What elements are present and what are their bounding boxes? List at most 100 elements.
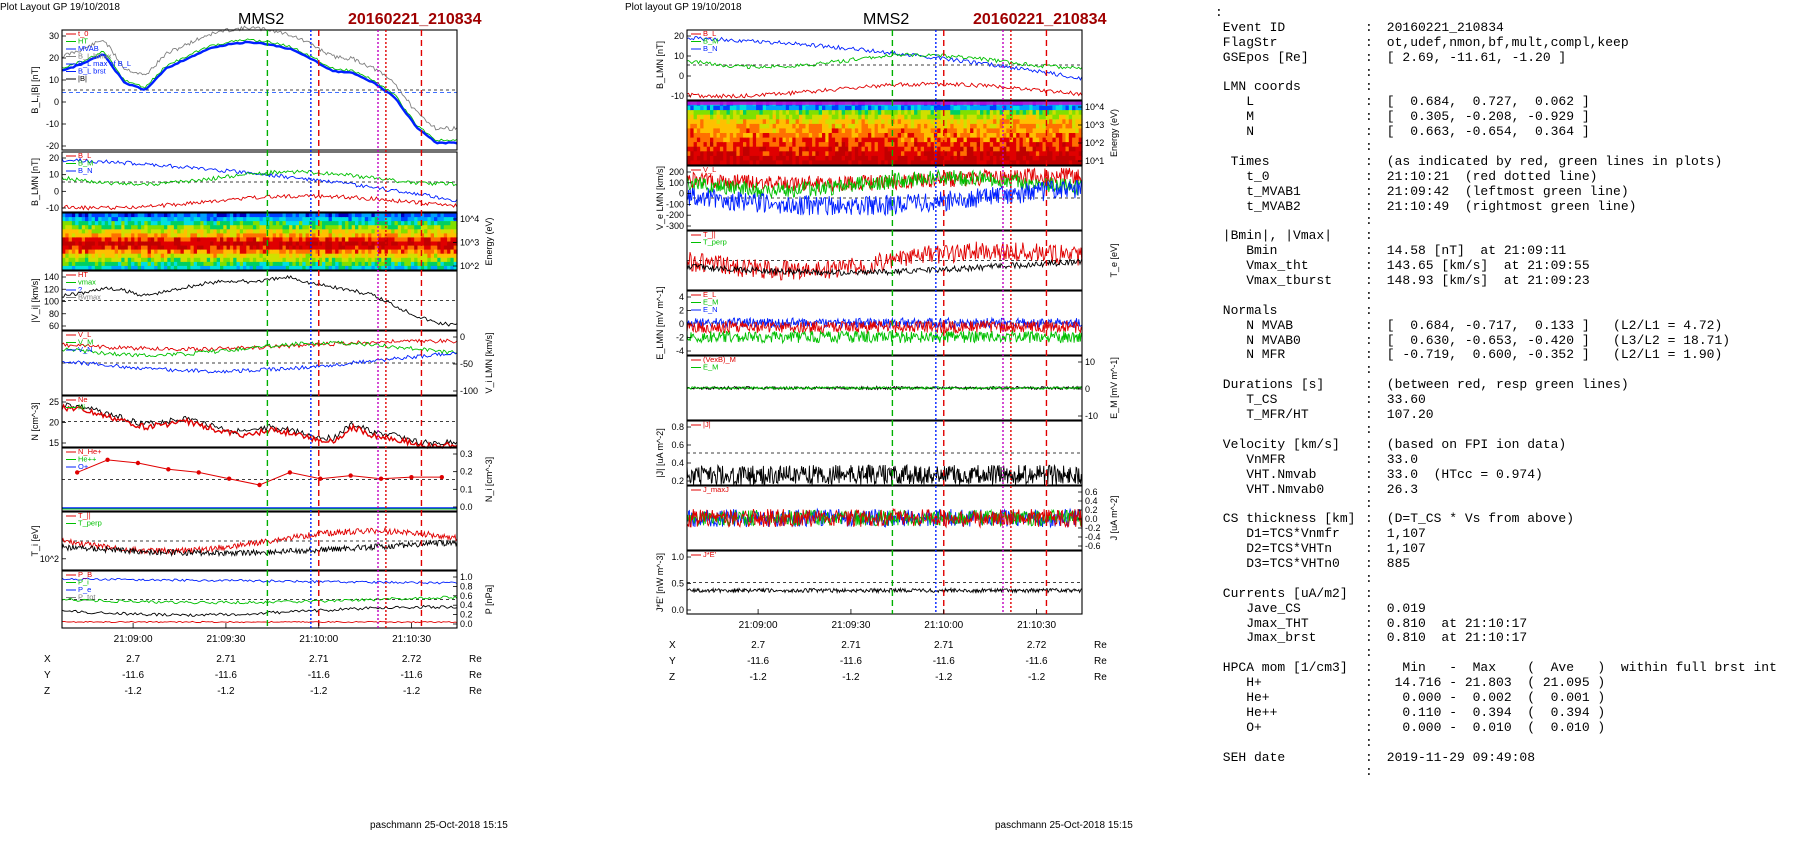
spectrogram-cell	[410, 225, 415, 230]
spectrogram-cell	[690, 123, 695, 130]
spectrogram-cell	[305, 241, 310, 247]
spectrogram-cell	[808, 160, 813, 166]
spectrogram-cell	[924, 128, 928, 134]
spectrogram-cell	[127, 213, 132, 218]
spectrogram-cell	[775, 133, 780, 139]
spectrogram-cell	[173, 253, 178, 259]
info-value: (between red, resp green lines)	[1379, 377, 1629, 393]
spectrogram-cell	[696, 137, 701, 143]
spectrogram-cell	[229, 237, 234, 243]
spectrogram-cell	[930, 151, 935, 157]
spectrogram-cell	[1032, 160, 1037, 166]
spectrogram-cell	[427, 241, 432, 247]
spectrogram-cell	[266, 217, 270, 222]
spectrogram-cell	[851, 160, 856, 166]
spectrogram-cell	[75, 261, 80, 267]
spectrogram-cell	[775, 128, 780, 134]
spectrogram-cell	[914, 128, 918, 134]
legend-label: E_M	[703, 363, 718, 372]
spectrogram-cell	[453, 213, 458, 218]
spectrogram-cell	[1012, 160, 1017, 166]
spectrogram-cell	[71, 245, 76, 251]
spectrogram-cell	[220, 213, 224, 218]
spectrogram-cell	[65, 245, 70, 251]
spectrogram-cell	[828, 151, 833, 157]
spectrogram-cell	[825, 105, 830, 111]
spectrogram-cell	[160, 261, 165, 267]
spectrogram-cell	[1029, 133, 1034, 139]
spectrogram-cell	[973, 155, 978, 162]
spectrogram-cell	[443, 249, 448, 255]
spectrogram-cell	[108, 249, 112, 255]
spectrogram-cell	[358, 229, 363, 234]
spectrogram-cell	[854, 142, 859, 148]
spectrogram-cell	[993, 160, 997, 166]
spectrogram-cell	[947, 142, 951, 148]
spectrogram-cell	[868, 137, 872, 143]
spectrogram-cell	[845, 151, 849, 157]
info-value	[1379, 228, 1387, 243]
spectrogram-cell	[716, 137, 721, 143]
spectrogram-cell	[749, 142, 754, 148]
spectrogram-cell	[229, 217, 234, 222]
spectrogram-cell	[341, 257, 346, 263]
spectrogram-cell	[703, 160, 708, 166]
spectrogram-cell	[407, 261, 412, 267]
spectrogram-cell	[279, 213, 284, 218]
spectrogram-cell	[417, 237, 422, 243]
spectrogram-cell	[700, 123, 705, 130]
spectrogram-cell	[147, 213, 152, 218]
spectrogram-cell	[723, 155, 728, 162]
time-tick-label: 21:10:00	[924, 620, 963, 631]
spectrogram-cell	[854, 151, 859, 157]
spectrogram-cell	[335, 229, 340, 234]
spectrogram-cell	[904, 128, 909, 134]
spectrogram-cell	[1049, 110, 1053, 116]
spectrogram-cell	[233, 213, 238, 218]
spectrogram-cell	[868, 110, 872, 116]
spectrogram-cell	[269, 241, 274, 247]
spectrogram-cell	[190, 253, 195, 259]
spectrogram-cell	[828, 105, 833, 111]
info-key: t_MVAB1	[1215, 183, 1301, 199]
spectrogram-cell	[239, 213, 244, 218]
spectrogram-cell	[953, 160, 958, 166]
spectrogram-cell	[795, 137, 800, 143]
spectrogram-cell	[437, 241, 442, 247]
spectrogram-cell	[1075, 155, 1080, 162]
spectrogram-cell	[779, 114, 784, 120]
spectrogram-cell	[736, 114, 741, 120]
spectrogram-cell	[262, 257, 267, 263]
spectrogram-cell	[210, 241, 214, 247]
tick-label: 0.2	[460, 610, 473, 620]
coord-unit: Re	[469, 670, 482, 681]
spectrogram-cell	[144, 221, 149, 226]
tick-label: 0.5	[671, 579, 684, 589]
spectrogram-cell	[877, 119, 882, 125]
spectrogram-cell	[229, 257, 234, 263]
info-row: M: [ 0.305, -0.208, -0.929 ]	[1215, 109, 1800, 125]
spectrogram-cell	[713, 155, 718, 162]
spectrogram-cell	[845, 128, 849, 134]
spectrogram-cell	[150, 257, 155, 263]
spectrogram-cell	[881, 155, 886, 162]
spectrogram-cell	[700, 155, 705, 162]
spectrogram-cell	[901, 137, 905, 143]
spectrogram-cell	[914, 105, 918, 111]
spectrogram-cell	[818, 105, 823, 111]
spectrogram-cell	[884, 142, 889, 148]
spectrogram-cell	[868, 133, 872, 139]
spectrogram-cell	[891, 146, 895, 152]
spectrogram-cell	[328, 261, 333, 267]
spectrogram-cell	[762, 155, 767, 162]
spectrogram-cell	[197, 225, 201, 230]
spectrogram-cell	[358, 225, 363, 230]
spacecraft-title: MMS2	[863, 11, 909, 28]
panel-frame	[686, 290, 1083, 356]
spectrogram-cell	[851, 151, 856, 157]
spectrogram-cell	[1072, 160, 1076, 166]
spectrogram-cell	[956, 128, 961, 134]
legend-label: Ne	[78, 395, 88, 404]
spectrogram-cell	[111, 217, 116, 222]
spectrogram-cell	[141, 233, 145, 239]
